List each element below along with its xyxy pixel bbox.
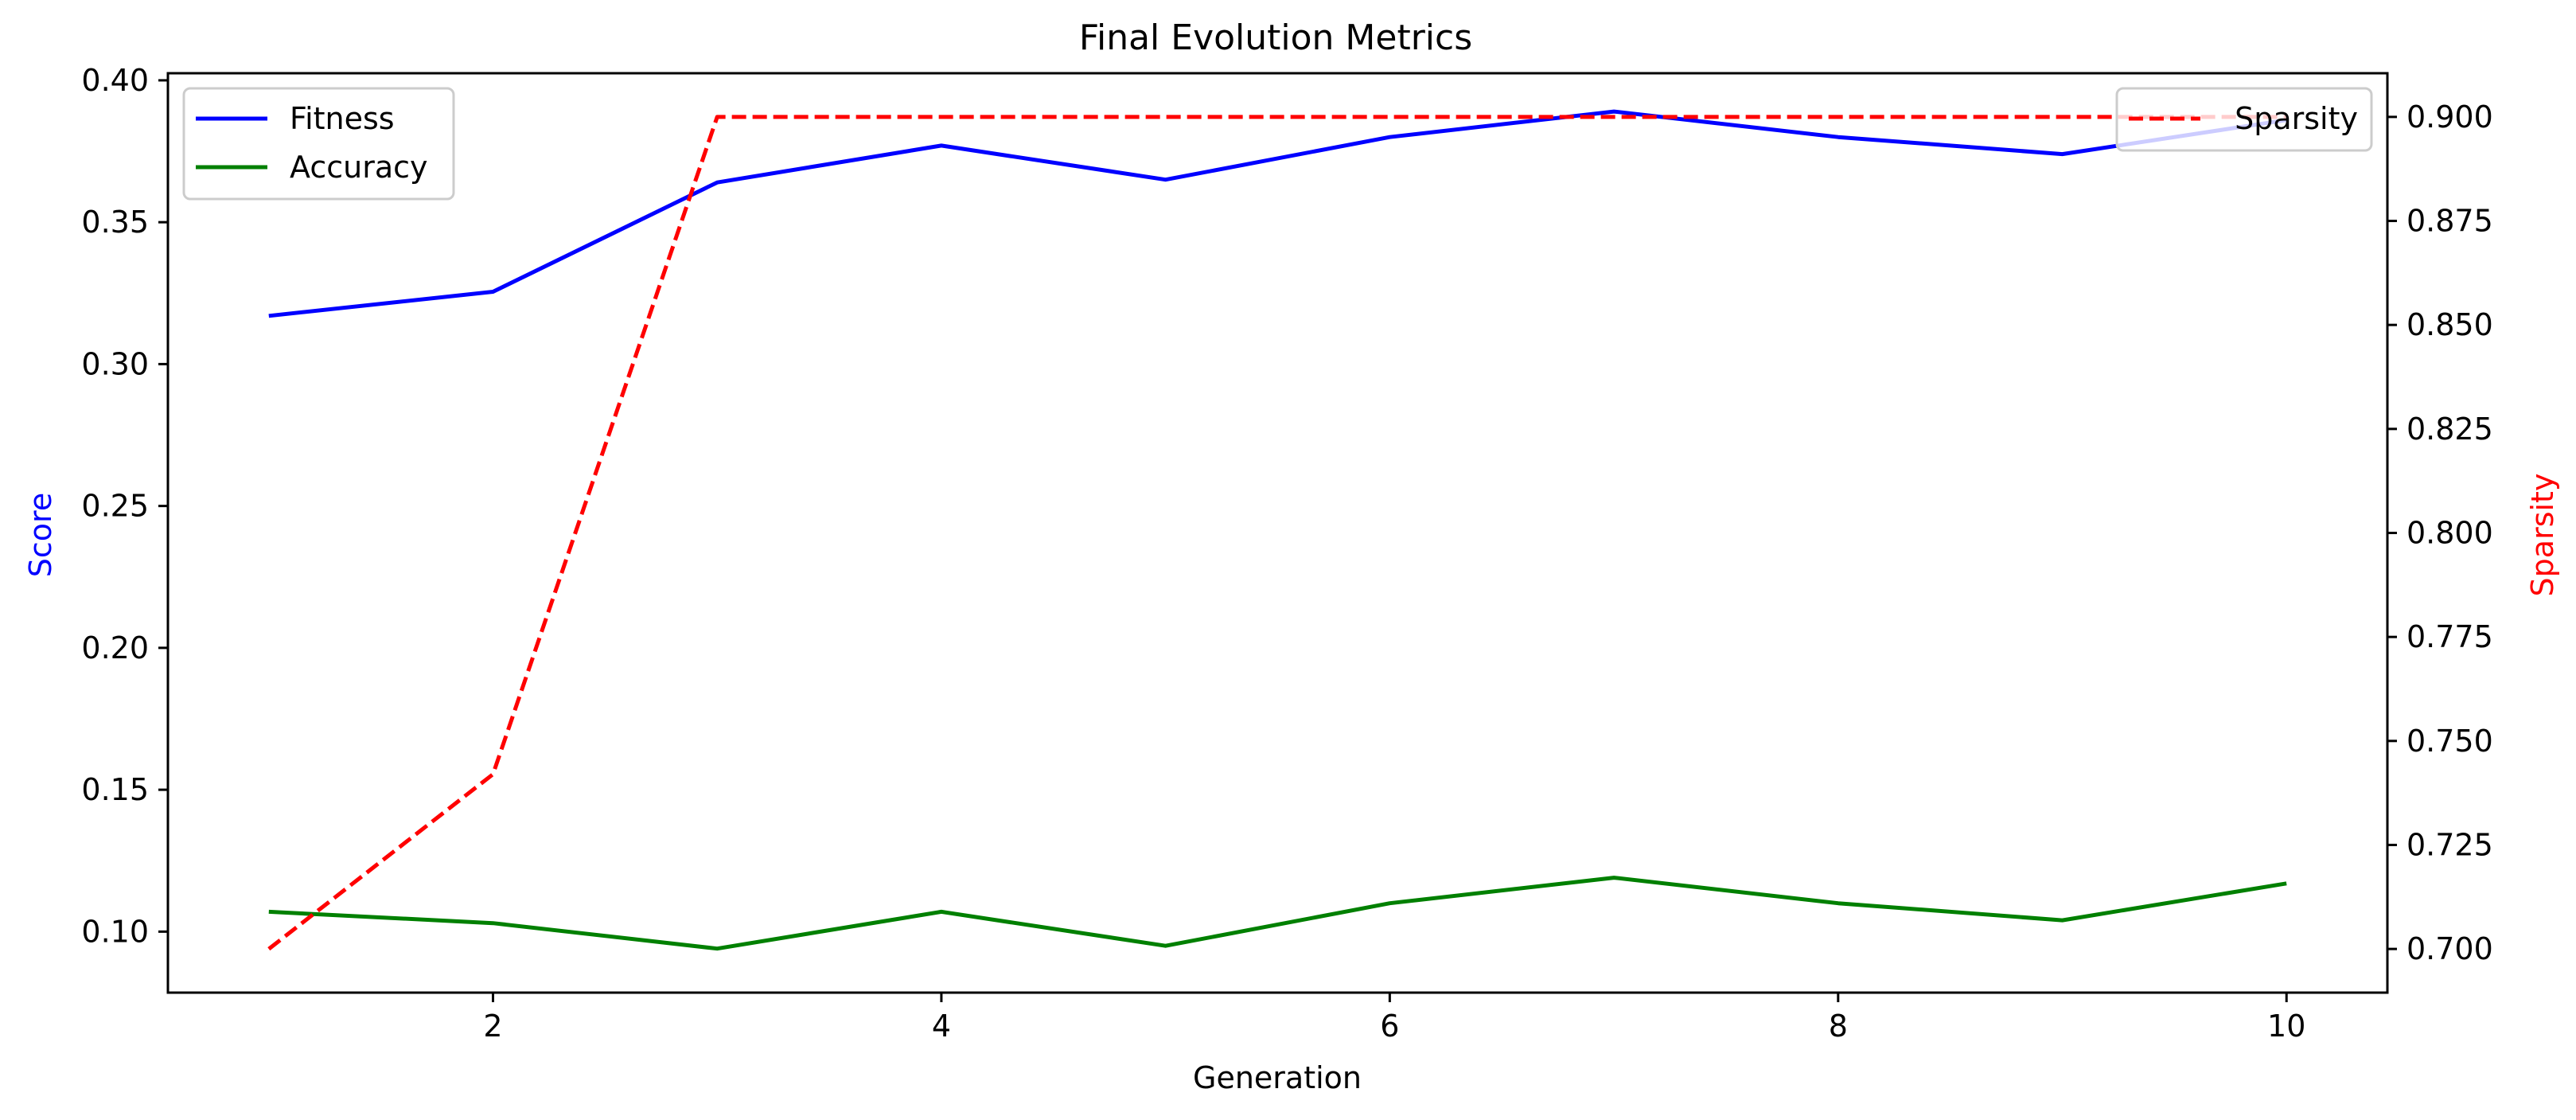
x-tick-label: 10 xyxy=(2267,1009,2305,1044)
x-tick-label: 6 xyxy=(1380,1009,1399,1044)
y-tick-label-left: 0.20 xyxy=(81,630,149,665)
series-line-sparsity xyxy=(267,115,2287,951)
y-tick-label-right: 0.875 xyxy=(2406,204,2493,239)
y-tick-label-left: 0.15 xyxy=(81,772,149,807)
y-tick-label-right: 0.850 xyxy=(2406,307,2493,342)
legend-right-box xyxy=(2115,87,2373,152)
legend-label-sparsity: Sparsity xyxy=(2235,101,2358,136)
x-axis-label: Generation xyxy=(1193,1060,1362,1095)
y-tick-label-left: 0.25 xyxy=(81,489,149,524)
y-tick-label-right: 0.775 xyxy=(2406,619,2493,654)
series-line-fitness xyxy=(268,109,2287,318)
plot-frame xyxy=(166,72,2389,994)
y-tick-label-right: 0.700 xyxy=(2406,931,2493,966)
y-axis-label-right: Sparsity xyxy=(2525,474,2560,597)
y-tick-label-left: 0.35 xyxy=(81,205,149,240)
legend-left: Fitness Accuracy xyxy=(182,87,455,201)
chart-title: Final Evolution Metrics xyxy=(1079,18,1472,58)
series-layer xyxy=(267,109,2287,951)
x-tick-label: 2 xyxy=(483,1009,502,1044)
x-tick-label: 4 xyxy=(932,1009,951,1044)
legend-right: Sparsity xyxy=(2115,87,2373,152)
legend-left-box xyxy=(182,87,455,201)
x-tick-label: 8 xyxy=(1829,1009,1848,1044)
y-tick-label-right: 0.725 xyxy=(2406,827,2493,862)
y-tick-label-right: 0.900 xyxy=(2406,100,2493,135)
y-tick-label-left: 0.10 xyxy=(81,914,149,949)
y-tick-label-left: 0.40 xyxy=(81,63,149,98)
legend-label-fitness: Fitness xyxy=(290,101,395,136)
y-tick-label-right: 0.825 xyxy=(2406,412,2493,447)
y-tick-label-right: 0.800 xyxy=(2406,516,2493,551)
y-tick-label-right: 0.750 xyxy=(2406,724,2493,759)
legend-label-accuracy: Accuracy xyxy=(290,150,428,185)
ticks-layer: 2 4 6 8 10 0.10 0.15 0.20 0.25 0.30 0.35 0.40 0.700 0… xyxy=(81,63,2492,1044)
y-axis-label-left: Score xyxy=(23,493,58,577)
y-tick-label-left: 0.30 xyxy=(81,346,149,381)
series-line-accuracy xyxy=(268,876,2287,951)
